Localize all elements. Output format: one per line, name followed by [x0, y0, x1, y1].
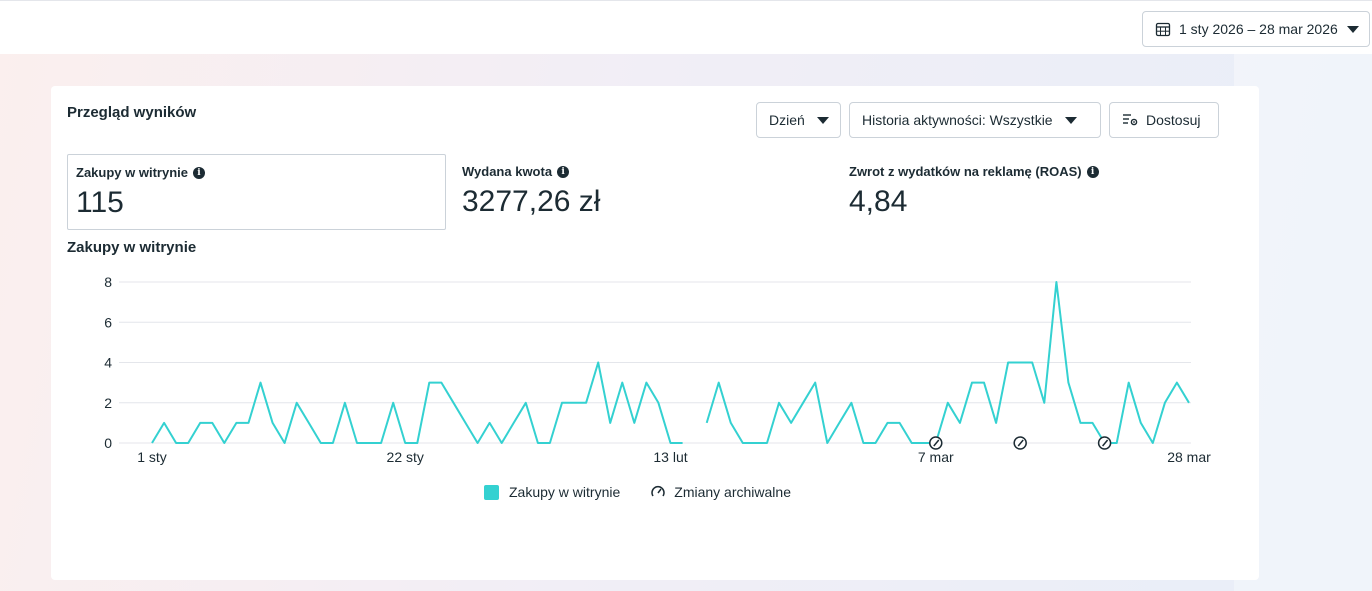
chevron-down-icon	[816, 116, 829, 124]
metric-amount-spent[interactable]: Wydana kwota i 3277,26 zł	[454, 154, 824, 230]
y-tick-label: 6	[104, 314, 112, 330]
calendar-icon	[1155, 22, 1171, 37]
metric-website-purchases[interactable]: Zakupy w witrynie i 115	[67, 154, 446, 230]
date-range-picker[interactable]: 1 sty 2026 – 28 mar 2026	[1142, 11, 1370, 47]
archive-change-marker-needle	[1017, 439, 1024, 447]
metric-label-row: Zakupy w witrynie i	[76, 165, 437, 180]
metric-label-row: Wydana kwota i	[462, 164, 816, 179]
customize-button[interactable]: Dostosuj	[1109, 102, 1219, 138]
customize-label: Dostosuj	[1146, 112, 1201, 128]
legend-changes-label: Zmiany archiwalne	[674, 484, 791, 500]
legend-series-label: Zakupy w witrynie	[509, 484, 621, 500]
metric-label: Wydana kwota	[462, 164, 553, 179]
card-title: Przegląd wyników	[67, 104, 197, 121]
chevron-down-icon	[1064, 116, 1077, 124]
x-tick-label: 22 sty	[387, 449, 424, 465]
y-tick-label: 8	[104, 274, 112, 290]
chart-legend: Zakupy w witrynie Zmiany archiwalne	[484, 484, 791, 500]
x-tick-label: 1 sty	[137, 449, 167, 465]
metric-value: 4,84	[849, 185, 908, 218]
settings-list-icon	[1123, 114, 1138, 126]
archive-change-marker-needle	[1102, 439, 1109, 447]
chevron-down-icon	[1347, 25, 1359, 33]
metric-value: 3277,26 zł	[462, 185, 601, 218]
performance-overview-card: Przegląd wyników Dzień Historia aktywnoś…	[51, 86, 1259, 580]
activity-history-label: Historia aktywności: Wszystkie	[862, 112, 1053, 128]
legend-item-archive-changes[interactable]: Zmiany archiwalne	[650, 484, 791, 500]
line-chart: 0 2 4 6 8 1 sty 22 sty 13 lut 7 mar 28 mar	[104, 274, 1211, 465]
series-line	[151, 361, 683, 444]
x-tick-label: 7 mar	[918, 449, 954, 465]
x-tick-label: 28 mar	[1167, 449, 1211, 465]
y-tick-label: 2	[104, 395, 112, 411]
info-icon[interactable]: i	[192, 166, 205, 179]
metric-label: Zakupy w witrynie	[76, 165, 188, 180]
legend-item-series[interactable]: Zakupy w witrynie	[484, 484, 620, 500]
activity-history-dropdown[interactable]: Historia aktywności: Wszystkie	[849, 102, 1101, 138]
info-icon[interactable]: i	[1086, 165, 1099, 178]
y-tick-label: 4	[104, 355, 112, 371]
metric-label: Zwrot z wydatków na reklamę (ROAS)	[849, 164, 1082, 179]
metric-roas[interactable]: Zwrot z wydatków na reklamę (ROAS) i 4,8…	[841, 154, 1221, 230]
info-icon[interactable]: i	[557, 165, 570, 178]
y-tick-label: 0	[104, 435, 112, 451]
x-tick-label: 13 lut	[653, 449, 687, 465]
date-range-label: 1 sty 2026 – 28 mar 2026	[1179, 21, 1338, 37]
gauge-icon	[651, 486, 665, 497]
top-bar: 1 sty 2026 – 28 mar 2026	[0, 0, 1372, 54]
metric-label-row: Zwrot z wydatków na reklamę (ROAS) i	[849, 164, 1213, 179]
legend-swatch	[484, 484, 499, 500]
archive-change-marker-needle	[933, 439, 940, 447]
granularity-dropdown[interactable]: Dzień	[756, 102, 841, 138]
metric-value: 115	[76, 186, 124, 219]
chart-title: Zakupy w witrynie	[67, 239, 197, 256]
granularity-label: Dzień	[769, 112, 805, 128]
